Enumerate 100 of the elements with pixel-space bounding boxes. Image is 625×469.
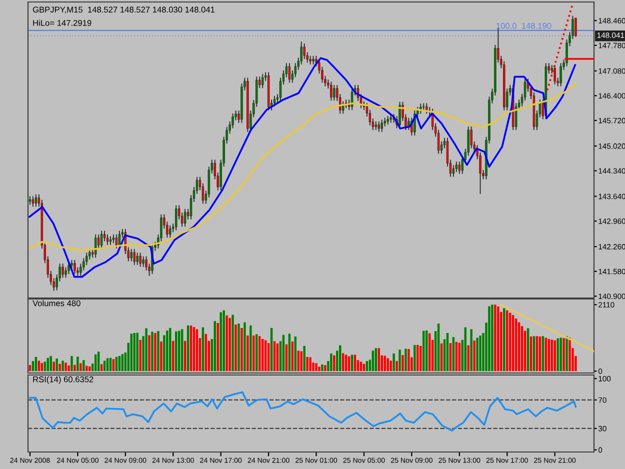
bar: [398, 350, 401, 372]
candlestick: [175, 205, 178, 230]
bar: [386, 358, 389, 372]
bar: [372, 350, 374, 372]
bar: [70, 356, 73, 372]
bar: [556, 338, 559, 372]
candlestick: [288, 63, 291, 83]
candlestick: [115, 234, 118, 249]
chart-title: GBPJPY,M15 148.527 148.527 148.030 148.041: [32, 6, 215, 14]
bar: [56, 358, 58, 372]
candlestick: [452, 165, 455, 177]
candlestick: [133, 249, 136, 265]
candlestick: [34, 194, 38, 207]
candlestick: [261, 74, 264, 88]
bar: [491, 304, 494, 372]
bar: [64, 362, 67, 372]
bar: [321, 364, 324, 372]
bar: [479, 336, 482, 372]
bar: [139, 340, 142, 372]
bar: [568, 338, 571, 372]
bar: [408, 349, 410, 372]
bar: [467, 345, 470, 372]
bar: [309, 357, 312, 372]
bar: [100, 364, 103, 372]
candlestick: [130, 249, 132, 262]
bar: [160, 342, 162, 372]
bar: [76, 356, 79, 372]
bar: [404, 348, 407, 372]
candlestick: [106, 234, 109, 245]
bar: [344, 354, 348, 372]
ref-line-label: 100.0 148.190: [496, 22, 552, 29]
bar: [273, 341, 276, 372]
candlestick: [273, 96, 276, 106]
candlestick: [574, 18, 577, 37]
bar: [494, 304, 496, 372]
bar: [68, 365, 70, 372]
bar: [250, 325, 252, 372]
bar: [416, 344, 419, 372]
bar: [151, 332, 154, 372]
candlestick: [350, 88, 354, 110]
bar: [106, 358, 109, 372]
bar: [38, 360, 40, 372]
bar: [62, 360, 64, 372]
candlestick: [303, 43, 306, 59]
bar: [315, 363, 318, 372]
candlestick: [342, 101, 344, 114]
bar: [300, 351, 302, 372]
bar: [306, 356, 308, 372]
candlestick: [62, 264, 64, 278]
bar: [303, 346, 306, 372]
candlestick: [554, 64, 556, 85]
bar: [240, 328, 243, 372]
candlestick: [103, 230, 106, 242]
bar: [384, 356, 386, 372]
bar: [103, 360, 106, 372]
bar: [74, 364, 76, 372]
bar: [232, 314, 234, 372]
candlestick: [169, 225, 172, 238]
bar: [154, 333, 156, 372]
candlestick: [378, 121, 380, 132]
bar: [473, 340, 476, 372]
bar: [414, 344, 416, 372]
candlestick: [560, 63, 562, 86]
bar: [238, 324, 240, 372]
chart-title: Volumes 480: [32, 300, 80, 306]
bar: [216, 322, 219, 372]
bar: [297, 350, 300, 372]
bar: [234, 324, 237, 372]
bar: [554, 340, 556, 372]
bar: [220, 312, 222, 372]
bar: [226, 315, 228, 372]
bar: [136, 332, 138, 372]
bar: [130, 334, 132, 372]
bar: [145, 328, 148, 372]
bar: [420, 346, 422, 372]
bar: [157, 331, 160, 372]
bar: [180, 329, 184, 372]
candlestick: [74, 260, 76, 274]
bar: [476, 338, 478, 372]
bar: [333, 355, 336, 372]
bar: [402, 355, 404, 372]
bar: [324, 365, 326, 372]
bar: [390, 360, 392, 372]
bar: [392, 353, 395, 372]
candlestick: [184, 208, 186, 227]
bar: [112, 359, 115, 372]
bar: [396, 361, 398, 372]
candlestick: [333, 84, 336, 101]
bar: [166, 330, 168, 372]
bar: [560, 338, 562, 372]
candlestick: [100, 230, 103, 249]
bar: [350, 354, 354, 372]
bar: [86, 366, 88, 372]
candlestick: [470, 126, 472, 148]
bar: [252, 336, 255, 372]
line-series: [29, 391, 577, 432]
candlestick: [64, 267, 67, 278]
candlestick: [461, 156, 464, 174]
bar: [228, 318, 231, 372]
bar: [562, 338, 565, 372]
